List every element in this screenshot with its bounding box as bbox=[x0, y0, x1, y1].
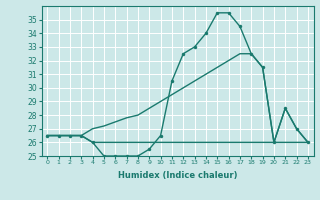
X-axis label: Humidex (Indice chaleur): Humidex (Indice chaleur) bbox=[118, 171, 237, 180]
